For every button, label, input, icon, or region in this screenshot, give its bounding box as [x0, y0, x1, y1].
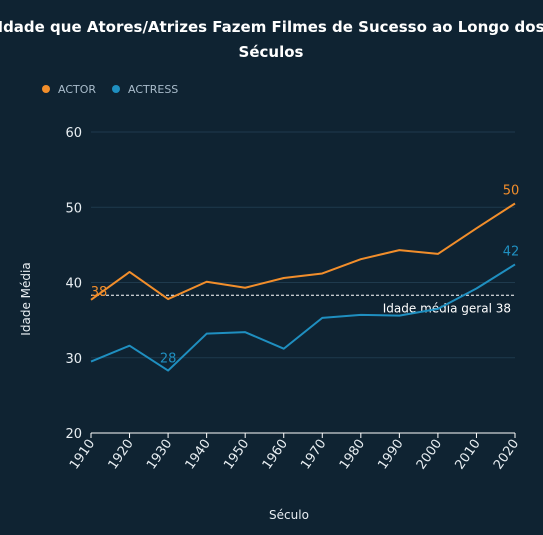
legend-marker-1	[112, 85, 120, 93]
legend-label-1: ACTRESS	[128, 83, 178, 96]
x-tick-1940: 1940	[183, 437, 214, 473]
x-tick-2000: 2000	[414, 437, 445, 473]
y-tick-30: 30	[65, 352, 82, 367]
point-label-0: 38	[91, 285, 108, 300]
y-tick-40: 40	[65, 277, 82, 292]
point-label-1: 50	[503, 183, 520, 198]
legend-label-0: ACTOR	[58, 83, 96, 96]
x-tick-1920: 1920	[106, 437, 137, 473]
point-labels: 38 50 28 42	[91, 183, 520, 366]
y-tick-50: 50	[65, 201, 82, 216]
series-line-actor	[90, 202, 516, 301]
x-tick-1960: 1960	[260, 437, 291, 473]
point-label-2: 28	[160, 352, 177, 367]
legend-marker-0	[42, 85, 50, 93]
series-line-actress	[90, 263, 516, 372]
x-axis-label: Século	[269, 508, 309, 522]
x-tick-1950: 1950	[221, 437, 252, 473]
x-tick-1970: 1970	[298, 437, 329, 473]
x-tick-1980: 1980	[337, 437, 368, 473]
y-axis-label: Idade Média	[19, 262, 33, 335]
reference-line-group: Idade média geral 38	[91, 294, 515, 315]
chart-title-line-1: Idade que Atores/Atrizes Fazem Filmes de…	[0, 18, 543, 36]
x-tick-2010: 2010	[452, 437, 483, 473]
x-tick-1990: 1990	[375, 437, 406, 473]
x-tick-1910: 1910	[67, 437, 98, 473]
chart-title-line-2: Séculos	[239, 43, 304, 61]
legend: ACTOR ACTRESS	[42, 83, 178, 96]
x-tick-2020: 2020	[491, 437, 522, 473]
point-label-3: 42	[503, 244, 520, 259]
grid	[91, 131, 515, 359]
reference-line-label: Idade média geral 38	[383, 301, 511, 315]
y-tick-20: 20	[65, 427, 82, 442]
y-tick-60: 60	[65, 126, 82, 141]
series-group	[90, 202, 516, 372]
x-axis: 1910 1920 1930 1940 1950 1960 1970 1980 1990 2000…	[67, 432, 522, 473]
x-tick-1930: 1930	[144, 437, 175, 473]
y-axis: 20 30 40 50 60	[65, 126, 82, 442]
